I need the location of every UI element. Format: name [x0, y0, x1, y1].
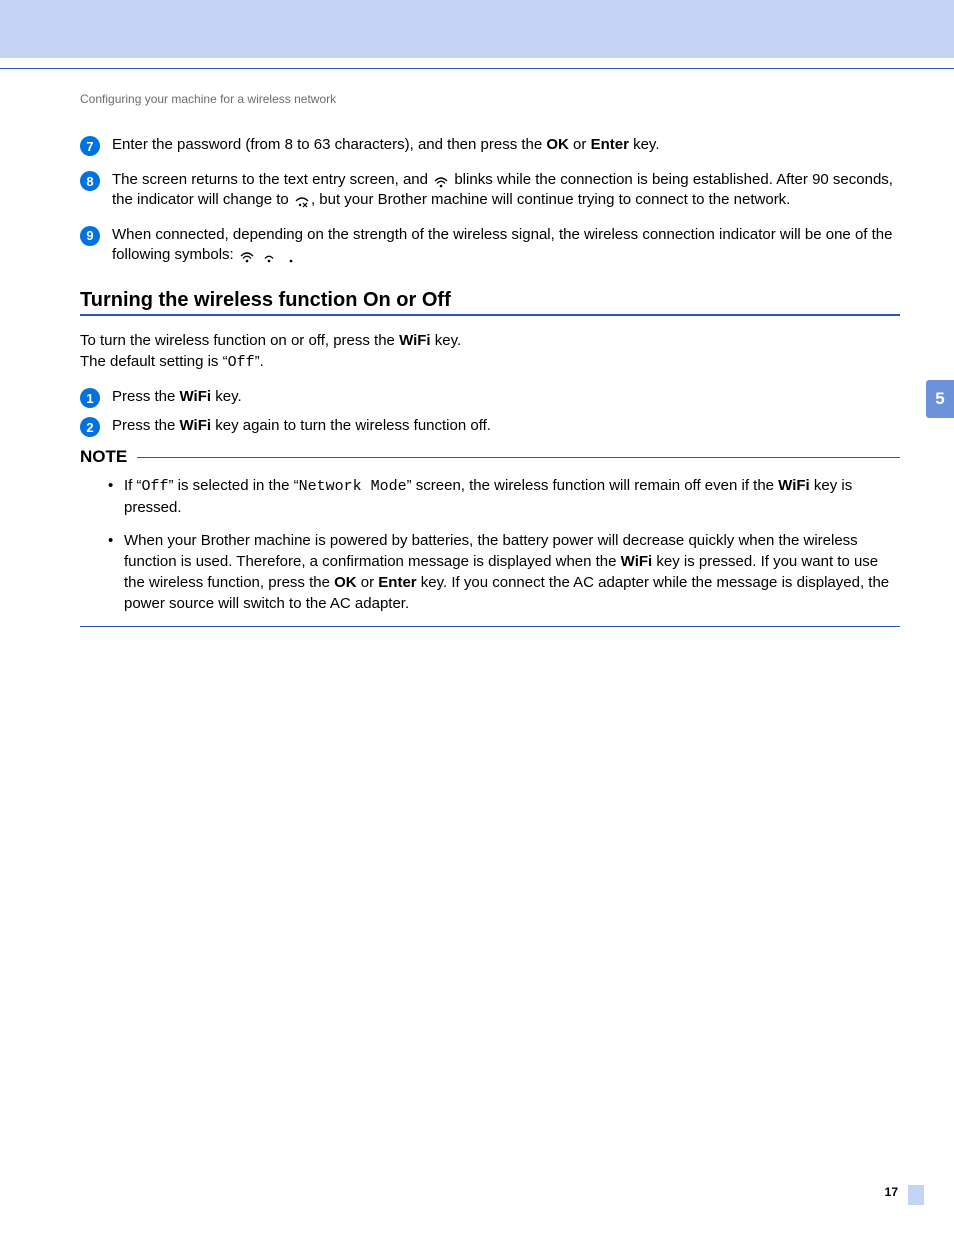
bold: WiFi — [621, 553, 653, 570]
step-body: Enter the password (from 8 to 63 charact… — [112, 135, 900, 156]
bullet-icon: • — [108, 530, 120, 614]
heading-rule — [80, 314, 900, 316]
text: The default setting is “ — [80, 353, 228, 370]
text: If “ — [124, 477, 142, 494]
step-body: Press the WiFi key. — [112, 387, 900, 408]
text: key again to turn the wireless function … — [211, 417, 491, 434]
bold: Enter — [591, 136, 629, 153]
top-rule — [0, 68, 954, 69]
mono-text: Off — [228, 354, 255, 371]
note-body: If “Off” is selected in the “Network Mod… — [124, 475, 900, 518]
text: or — [357, 574, 379, 591]
text: ” screen, the wireless function will rem… — [407, 477, 779, 494]
breadcrumb: Configuring your machine for a wireless … — [80, 92, 336, 106]
bold: Enter — [378, 574, 416, 591]
mono-text: Off — [142, 478, 169, 495]
text: To turn the wireless function on or off,… — [80, 332, 399, 349]
text: key. — [211, 388, 242, 405]
wifi-x-icon — [295, 194, 309, 206]
bold: OK — [334, 574, 357, 591]
section-heading-row: Turning the wireless function On or Off — [80, 289, 900, 312]
step-7: 7 Enter the password (from 8 to 63 chara… — [80, 135, 900, 156]
chapter-tab: 5 — [926, 380, 954, 418]
page-number-bar — [908, 1185, 924, 1205]
content-area: 7 Enter the password (from 8 to 63 chara… — [80, 135, 900, 627]
note-header: NOTE — [80, 447, 900, 467]
bold: WiFi — [180, 388, 212, 405]
text: ” is selected in the “ — [169, 477, 299, 494]
section-heading: Turning the wireless function On or Off — [80, 289, 451, 312]
text: When connected, depending on the strengt… — [112, 226, 892, 263]
wifi-full-icon — [240, 249, 254, 261]
step-number-badge: 1 — [80, 388, 100, 408]
text: or — [569, 136, 591, 153]
bold: WiFi — [778, 477, 810, 494]
top-band — [0, 0, 954, 58]
bullet-icon: • — [108, 475, 120, 518]
section-intro: To turn the wireless function on or off,… — [80, 330, 900, 373]
note-item: • If “Off” is selected in the “Network M… — [108, 475, 900, 518]
page: Configuring your machine for a wireless … — [0, 0, 954, 1235]
text: key. — [431, 332, 462, 349]
text: Enter the password (from 8 to 63 charact… — [112, 136, 546, 153]
text: Press the — [112, 388, 180, 405]
text: , but your Brother machine will continue… — [311, 191, 790, 208]
step-1: 1 Press the WiFi key. — [80, 387, 900, 408]
step-8: 8 The screen returns to the text entry s… — [80, 170, 900, 211]
bold: WiFi — [399, 332, 431, 349]
note-item: • When your Brother machine is powered b… — [108, 530, 900, 614]
step-number-badge: 8 — [80, 171, 100, 191]
step-2: 2 Press the WiFi key again to turn the w… — [80, 416, 900, 437]
text: ”. — [255, 353, 264, 370]
step-9: 9 When connected, depending on the stren… — [80, 225, 900, 266]
step-number-badge: 9 — [80, 226, 100, 246]
text: The screen returns to the text entry scr… — [112, 171, 432, 188]
text: Press the — [112, 417, 180, 434]
page-number: 17 — [885, 1185, 898, 1199]
bold: WiFi — [180, 417, 212, 434]
text: key. — [629, 136, 660, 153]
step-number-badge: 7 — [80, 136, 100, 156]
bold: OK — [546, 136, 569, 153]
step-body: Press the WiFi key again to turn the wir… — [112, 416, 900, 437]
section-steps: 1 Press the WiFi key. 2 Press the WiFi k… — [80, 387, 900, 437]
mono-text: Network Mode — [299, 478, 407, 495]
wifi-mid-icon — [262, 249, 276, 261]
wifi-low-icon — [284, 249, 298, 261]
note-list: • If “Off” is selected in the “Network M… — [80, 475, 900, 614]
note-end-rule — [80, 626, 900, 627]
step-body: When connected, depending on the strengt… — [112, 225, 900, 266]
note-rule — [137, 457, 900, 458]
step-number-badge: 2 — [80, 417, 100, 437]
note-body: When your Brother machine is powered by … — [124, 530, 900, 614]
note-label: NOTE — [80, 447, 127, 467]
wifi-full-icon — [434, 174, 448, 186]
step-body: The screen returns to the text entry scr… — [112, 170, 900, 211]
text: blinks while the connection is being est… — [450, 171, 773, 188]
